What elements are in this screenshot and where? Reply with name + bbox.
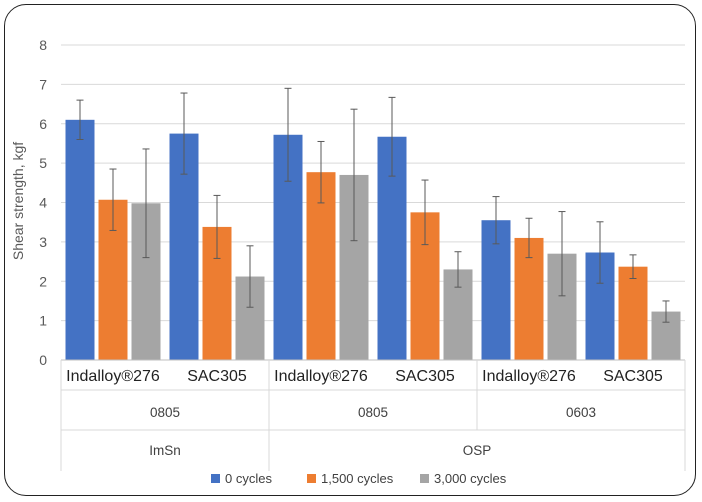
y-tick-label: 8 (39, 37, 47, 53)
legend-label: 1,500 cycles (321, 471, 394, 486)
grid-lines (61, 44, 685, 361)
legend: 0 cycles 1,500 cycles 3,000 cycles (211, 471, 507, 486)
bar (65, 119, 95, 360)
group-label-size: 0805 (150, 405, 180, 420)
y-tick-label: 6 (39, 116, 47, 132)
y-tick-label: 2 (39, 273, 47, 289)
bar (514, 237, 544, 360)
legend-swatch (420, 474, 429, 483)
category-label: Indalloy®276 (482, 368, 576, 385)
category-label: SAC305 (603, 368, 663, 385)
category-label: Indalloy®276 (274, 368, 368, 385)
group-label-size: 0805 (358, 405, 388, 420)
y-axis-label: Shear strength, kgf (10, 142, 26, 260)
legend-label: 3,000 cycles (434, 471, 507, 486)
y-tick-label: 3 (39, 234, 47, 250)
legend-label: 0 cycles (225, 471, 272, 486)
y-tick-label: 1 (39, 313, 47, 329)
group-label-finish: OSP (463, 443, 492, 458)
y-tick-label: 7 (39, 76, 47, 92)
y-tick-label: 5 (39, 155, 47, 171)
category-label: SAC305 (395, 368, 455, 385)
group-label-finish: ImSn (149, 443, 181, 458)
bars (65, 119, 681, 360)
y-tick-label: 0 (39, 352, 47, 368)
category-axis: Indalloy®276 SAC305 Indalloy®276 SAC305 Inda… (60, 359, 686, 471)
bar (618, 266, 648, 360)
error-bars (76, 87, 670, 323)
y-tick-labels: 0 1 2 3 4 5 6 7 8 (39, 37, 47, 368)
legend-swatch (211, 474, 220, 483)
bar (306, 172, 336, 360)
category-label: Indalloy®276 (66, 368, 160, 385)
y-tick-label: 4 (39, 195, 47, 211)
category-label: SAC305 (187, 368, 247, 385)
group-label-size: 0603 (566, 405, 596, 420)
legend-swatch (307, 474, 316, 483)
